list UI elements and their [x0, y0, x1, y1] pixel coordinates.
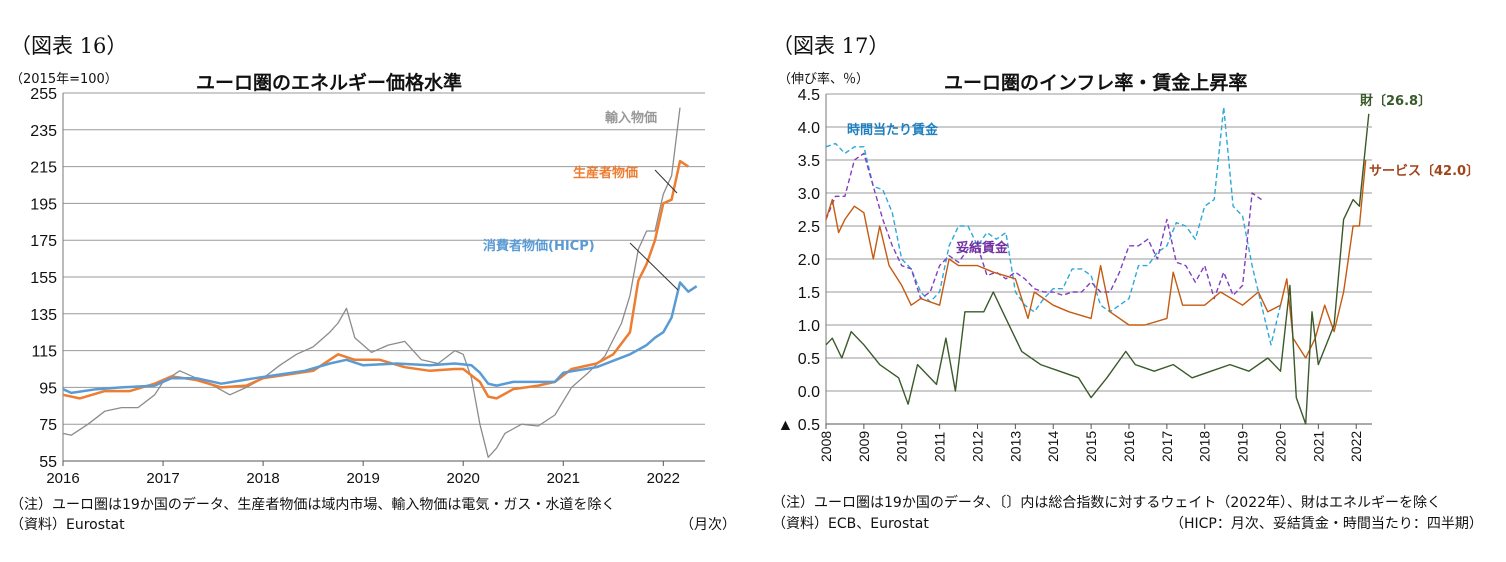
y-tick-label: 2.5	[798, 219, 820, 236]
leader-arrow-hicp	[629, 242, 679, 291]
x-tick-label: 2010	[894, 431, 910, 462]
x-tick-label: 2017	[146, 470, 179, 487]
legend-ppi: 生産者物価	[573, 166, 639, 181]
y-tick-label: 4.5	[798, 87, 820, 104]
y-tick-label: 0.5	[798, 351, 820, 368]
chart2-source: （資料）ECB、Eurostat	[772, 516, 929, 532]
chart2-ylabel: （伸び率、％）	[778, 72, 870, 87]
chart2-title: ユーロ圏のインフレ率・賃金上昇率	[944, 72, 1248, 94]
x-tick-label: 2019	[1235, 431, 1251, 462]
x-tick-label: 2018	[1197, 431, 1213, 462]
chart1-ylabel: （2015年=100）	[10, 72, 118, 87]
y-tick-label: 55	[39, 454, 57, 471]
y-tick-label: 135	[30, 307, 57, 324]
x-tick-label: 2008	[818, 431, 834, 462]
x-tick-label: 2021	[1310, 431, 1326, 462]
chart1-source: （資料）Eurostat	[10, 517, 125, 533]
x-tick-label: 2013	[1007, 431, 1023, 462]
figure-label-16: （図表 16）	[10, 34, 128, 58]
chart1-title: ユーロ圏のエネルギー価格水準	[196, 72, 463, 94]
x-tick-label: 2012	[969, 431, 985, 462]
chart2-note: （注）ユーロ圏は19か国のデータ、〔〕内は総合指数に対するウェイト（2022年）…	[772, 495, 1442, 511]
series-line-1-0	[825, 106, 1282, 346]
series-line-1-2	[825, 159, 1367, 359]
x-tick-label: 2016	[1121, 431, 1137, 462]
chart1-note: （注）ユーロ圏は19か国のデータ、生産者物価は域内市場、輸入物価は電気・ガス・水…	[10, 497, 616, 513]
legend-hicp: 消費者物価(HICP)	[483, 239, 595, 254]
x-tick-label: 2022	[647, 470, 680, 487]
series-line-0-2	[62, 281, 698, 395]
y-tick-label: 175	[30, 233, 57, 250]
legend-hourly-wage: 時間当たり賃金	[847, 123, 939, 138]
y-tick-label: ▲ 0.5	[777, 417, 820, 434]
x-tick-label: 2009	[856, 431, 872, 462]
y-tick-label: 1.0	[798, 318, 820, 335]
series-line-1-3	[825, 113, 1370, 425]
figure-label-17: （図表 17）	[772, 34, 890, 58]
y-tick-label: 3.5	[798, 153, 820, 170]
y-tick-label: 235	[30, 123, 57, 140]
x-tick-label: 2011	[932, 432, 948, 462]
y-tick-label: 0.0	[798, 384, 820, 401]
y-tick-label: 1.5	[798, 285, 820, 302]
y-tick-label: 195	[30, 196, 57, 213]
y-tick-label: 215	[30, 160, 57, 177]
x-tick-label: 2017	[1159, 431, 1175, 462]
x-tick-label: 2019	[346, 470, 379, 487]
y-tick-label: 255	[30, 86, 57, 103]
series-line-0-0	[62, 107, 681, 458]
y-tick-label: 75	[39, 417, 57, 434]
leader-arrow-ppi	[654, 169, 678, 194]
x-tick-label: 2014	[1045, 431, 1061, 462]
chart1-xlabel: （月次）	[680, 517, 736, 533]
x-tick-label: 2015	[1083, 431, 1099, 462]
series-line-0-1	[62, 159, 689, 400]
legend-goods: 財〔26.8〕	[1360, 94, 1432, 109]
legend-negotiated-wage: 妥結賃金	[956, 241, 1009, 256]
y-tick-label: 2.0	[798, 252, 820, 269]
x-tick-label: 2020	[1272, 431, 1288, 462]
y-tick-label: 95	[39, 380, 57, 397]
x-tick-label: 2016	[46, 470, 79, 487]
y-tick-label: 3.0	[798, 186, 820, 203]
y-tick-label: 155	[30, 270, 57, 287]
y-tick-label: 115	[31, 344, 57, 361]
series-line-1-1	[825, 152, 1262, 300]
x-tick-label: 2020	[447, 470, 480, 487]
x-tick-label: 2021	[547, 470, 580, 487]
chart2-frequency-note: （HICP：月次、妥結賃金・時間当たり：四半期）	[1170, 516, 1483, 532]
x-tick-label: 2018	[246, 470, 279, 487]
y-tick-label: 4.0	[798, 120, 820, 137]
legend-services: サービス〔42.0〕	[1369, 164, 1480, 179]
x-tick-label: 2022	[1348, 431, 1364, 462]
legend-import: 輸入物価	[605, 111, 658, 126]
